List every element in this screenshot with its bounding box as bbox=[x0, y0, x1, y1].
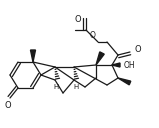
Text: H: H bbox=[73, 84, 79, 90]
Text: O: O bbox=[5, 102, 11, 110]
Text: O: O bbox=[135, 45, 141, 55]
Text: O: O bbox=[75, 15, 81, 24]
Polygon shape bbox=[112, 63, 120, 67]
Text: O: O bbox=[90, 31, 96, 40]
Polygon shape bbox=[96, 52, 104, 65]
Polygon shape bbox=[118, 78, 131, 85]
Text: OH: OH bbox=[123, 61, 135, 70]
Polygon shape bbox=[31, 50, 35, 62]
Text: H: H bbox=[53, 84, 59, 90]
